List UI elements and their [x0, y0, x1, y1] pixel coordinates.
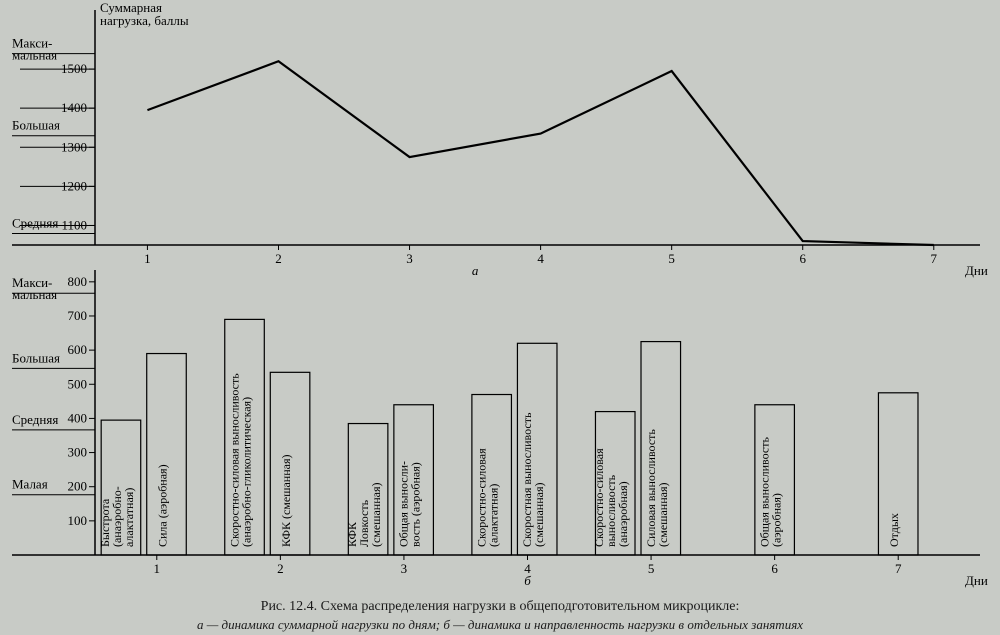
svg-text:3: 3 — [406, 251, 413, 266]
figure-caption-main: Рис. 12.4. Схема распределения нагрузки … — [0, 599, 1000, 615]
svg-text:2: 2 — [277, 561, 284, 576]
svg-text:(аэробная): (аэробная) — [770, 493, 784, 547]
svg-text:мальная: мальная — [12, 48, 57, 63]
svg-text:5: 5 — [648, 561, 655, 576]
svg-text:Сила (аэробная): Сила (аэробная) — [155, 464, 169, 547]
svg-text:200: 200 — [68, 479, 88, 494]
chart-svg: Суммарнаянагрузка, баллы1100120013001400… — [0, 0, 1000, 590]
svg-text:алактатная): алактатная) — [122, 488, 136, 547]
svg-text:(анаэробная): (анаэробная) — [616, 481, 630, 547]
svg-text:а: а — [472, 263, 479, 278]
svg-text:(смешанная): (смешанная) — [369, 483, 383, 548]
svg-text:6: 6 — [799, 251, 806, 266]
svg-text:мальная: мальная — [12, 287, 57, 302]
svg-text:(анаэробно-гликолитическая): (анаэробно-гликолитическая) — [240, 397, 254, 547]
svg-text:Отдых: Отдых — [887, 513, 901, 547]
svg-text:Средняя: Средняя — [12, 215, 58, 230]
svg-text:800: 800 — [68, 274, 88, 289]
svg-text:Средняя: Средняя — [12, 412, 58, 427]
svg-text:3: 3 — [401, 561, 408, 576]
svg-text:(алактатная): (алактатная) — [487, 484, 501, 547]
svg-text:Дни: Дни — [965, 263, 988, 278]
svg-text:нагрузка, баллы: нагрузка, баллы — [100, 13, 189, 28]
svg-text:1300: 1300 — [61, 139, 87, 154]
svg-text:вость (аэробная): вость (аэробная) — [409, 462, 423, 547]
svg-text:КФК (смешанная): КФК (смешанная) — [279, 455, 293, 547]
svg-text:1500: 1500 — [61, 61, 87, 76]
svg-text:Малая: Малая — [12, 477, 48, 492]
svg-text:1200: 1200 — [61, 178, 87, 193]
figure-caption-sub: а — динамика суммарной нагрузки по дням;… — [0, 617, 1000, 633]
svg-text:600: 600 — [68, 342, 88, 357]
figure-page: Суммарнаянагрузка, баллы1100120013001400… — [0, 0, 1000, 635]
svg-text:4: 4 — [537, 251, 544, 266]
svg-text:(смешанная): (смешанная) — [532, 483, 546, 548]
svg-text:700: 700 — [68, 308, 88, 323]
svg-text:Большая: Большая — [12, 350, 60, 365]
svg-text:б: б — [524, 573, 531, 588]
svg-text:1400: 1400 — [61, 100, 87, 115]
svg-text:(смешанная): (смешанная) — [656, 483, 670, 548]
svg-text:6: 6 — [771, 561, 778, 576]
svg-text:300: 300 — [68, 445, 88, 460]
svg-text:1100: 1100 — [61, 217, 87, 232]
svg-text:1: 1 — [154, 561, 161, 576]
svg-text:100: 100 — [68, 513, 88, 528]
svg-text:7: 7 — [895, 561, 902, 576]
svg-text:2: 2 — [275, 251, 282, 266]
svg-text:400: 400 — [68, 410, 88, 425]
svg-text:5: 5 — [668, 251, 675, 266]
svg-text:7: 7 — [931, 251, 938, 266]
svg-text:1: 1 — [144, 251, 151, 266]
svg-text:500: 500 — [68, 376, 88, 391]
svg-text:Дни: Дни — [965, 573, 988, 588]
svg-text:Большая: Большая — [12, 118, 60, 133]
